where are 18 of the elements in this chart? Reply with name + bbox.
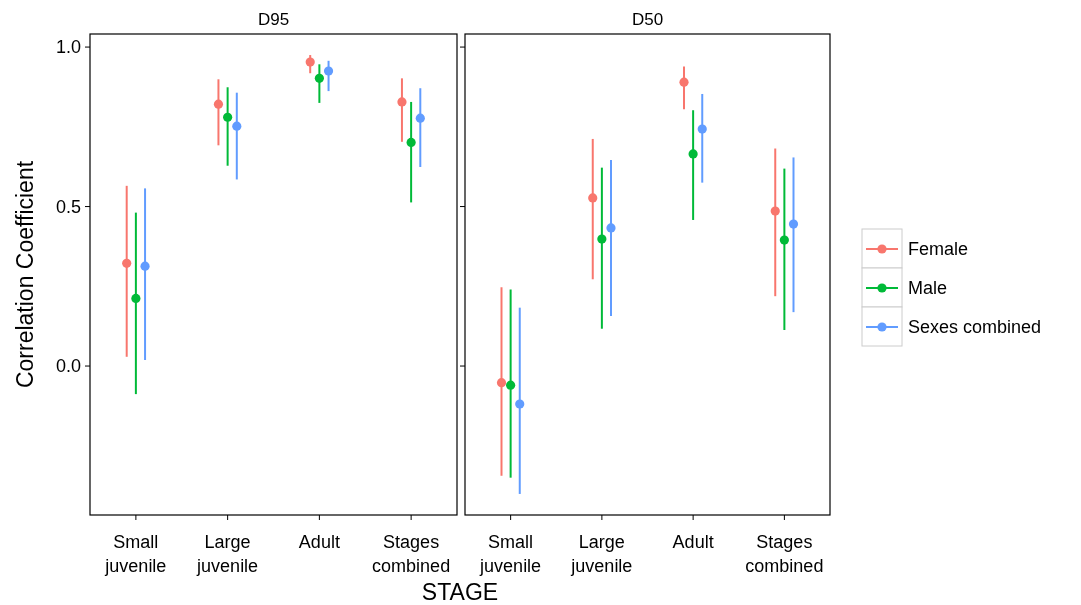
x-tick-label: Adult <box>672 532 714 552</box>
x-tick-label: Small juvenile <box>104 532 167 576</box>
x-tick-label: Large juvenile <box>196 532 259 576</box>
legend-label: Sexes combined <box>908 317 1042 338</box>
y-tick-label: 0.0 <box>55 356 81 377</box>
legend-label: Female <box>908 239 969 260</box>
x-tick-label: Stages combined <box>745 532 824 576</box>
chart-title: D95 <box>257 10 290 29</box>
x-tick-label: Stages combined <box>372 532 451 576</box>
y-axis-title: Correlation Coefficient <box>12 160 38 389</box>
legend-label: Male <box>908 278 948 299</box>
x-tick-label: Large juvenile <box>570 532 633 576</box>
chart-title: D50 <box>631 10 664 29</box>
x-axis-title: STAGE <box>421 579 499 605</box>
x-tick-label: Adult <box>298 532 340 552</box>
y-tick-label: 0.5 <box>55 196 81 217</box>
y-tick-label: 1.0 <box>55 37 81 58</box>
x-tick-label: Small juvenile <box>479 532 542 576</box>
